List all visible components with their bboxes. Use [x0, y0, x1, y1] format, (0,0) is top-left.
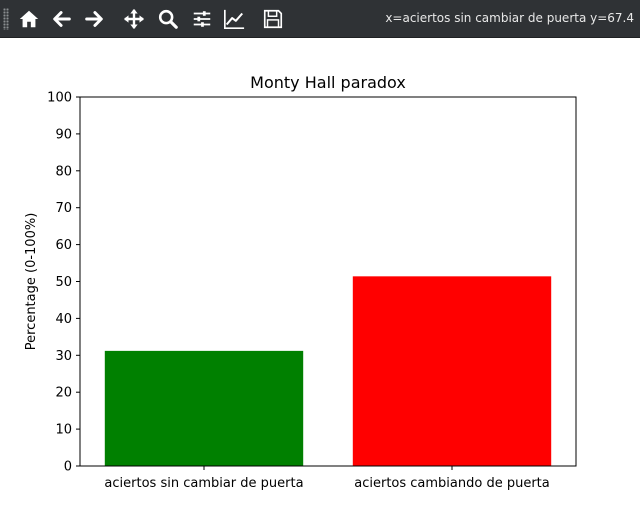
y-tick-label: 30 [55, 349, 72, 364]
zoom-button[interactable] [156, 7, 180, 31]
y-tick-label: 70 [55, 201, 72, 216]
y-tick-label: 60 [55, 238, 72, 253]
y-tick-label: 50 [55, 275, 72, 290]
bar-2 [352, 276, 552, 466]
y-tick-label: 10 [55, 423, 72, 438]
toolbar: x=aciertos sin cambiar de puerta y=67.4 [0, 0, 640, 38]
y-tick-label: 0 [64, 460, 72, 475]
y-tick-label: 100 [47, 91, 72, 106]
y-tick-label: 80 [55, 164, 72, 179]
cursor-coordinates: x=aciertos sin cambiar de puerta y=67.4 [385, 11, 634, 25]
home-icon [19, 10, 39, 28]
figure-canvas[interactable]: 0 10 20 30 40 50 60 70 80 90 100 aciertos sin cambi… [0, 38, 640, 519]
home-button[interactable] [17, 7, 41, 31]
bar-1 [104, 350, 304, 466]
save-button[interactable] [261, 7, 285, 31]
toolbar-grip[interactable] [3, 8, 9, 30]
y-axis-label: Percentage (0-100%) [24, 213, 39, 351]
x-tick-label: aciertos cambiando de puerta [354, 476, 550, 491]
y-tick-label: 90 [55, 127, 72, 142]
save-icon [263, 9, 283, 29]
edit-axis-button[interactable] [222, 7, 246, 31]
zoom-icon [158, 9, 178, 29]
y-tick-label: 20 [55, 386, 72, 401]
configure-subplots-icon [193, 11, 211, 27]
edit-axis-icon [224, 9, 245, 29]
configure-subplots-button[interactable] [190, 7, 214, 31]
x-tick-label: aciertos sin cambiar de puerta [104, 476, 303, 491]
bar-chart: 0 10 20 30 40 50 60 70 80 90 100 aciertos sin cambi… [24, 73, 577, 491]
forward-button[interactable] [82, 7, 106, 31]
forward-icon [85, 11, 103, 27]
pan-button[interactable] [122, 7, 146, 31]
back-button[interactable] [50, 7, 74, 31]
y-tick-label: 40 [55, 312, 72, 327]
pan-icon [123, 8, 145, 30]
chart-title: Monty Hall paradox [250, 73, 406, 92]
back-icon [53, 11, 71, 27]
